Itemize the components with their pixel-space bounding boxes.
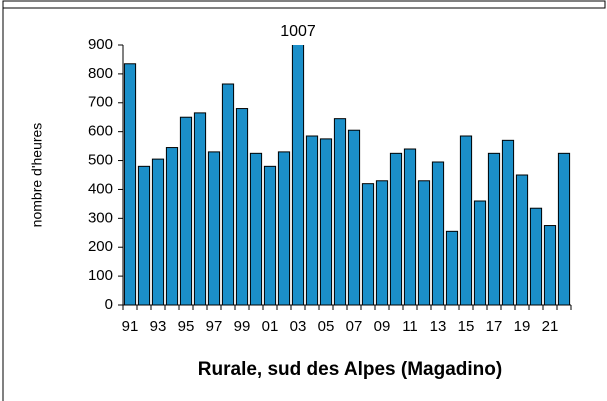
bar xyxy=(305,135,319,306)
bar xyxy=(207,151,221,306)
bar xyxy=(221,83,235,306)
bar xyxy=(529,207,543,306)
plot-area xyxy=(123,45,571,306)
bar xyxy=(179,116,193,306)
bar xyxy=(277,151,291,306)
x-tick-label: 21 xyxy=(542,318,559,335)
bar xyxy=(291,45,305,306)
bar xyxy=(347,129,361,306)
bar xyxy=(137,165,151,306)
y-tick-label: 100 xyxy=(88,267,113,284)
frame-top xyxy=(2,0,606,9)
x-tick-label: 13 xyxy=(430,318,447,335)
bar xyxy=(319,138,333,306)
x-tick-label: 17 xyxy=(486,318,503,335)
bar xyxy=(361,183,375,306)
bar xyxy=(333,118,347,306)
x-tick-label: 15 xyxy=(458,318,475,335)
bar xyxy=(375,180,389,306)
x-tick-label: 91 xyxy=(122,318,139,335)
y-tick-label: 0 xyxy=(105,296,113,313)
bar xyxy=(417,180,431,306)
bar xyxy=(543,225,557,306)
x-tick-label: 05 xyxy=(318,318,335,335)
y-tick-label: 800 xyxy=(88,65,113,82)
x-tick-label: 03 xyxy=(290,318,307,335)
bar xyxy=(431,161,445,306)
bar xyxy=(501,139,515,306)
bar xyxy=(515,174,529,306)
x-tick-label: 95 xyxy=(178,318,195,335)
bar xyxy=(151,158,165,306)
bar xyxy=(459,135,473,306)
bar xyxy=(123,63,137,306)
bar xyxy=(193,112,207,306)
x-tick-label: 99 xyxy=(234,318,251,335)
y-tick-label: 600 xyxy=(88,123,113,140)
bar xyxy=(487,152,501,306)
bar xyxy=(557,152,571,306)
bar xyxy=(165,147,179,306)
y-axis-label: nombre d'heures xyxy=(29,123,45,228)
x-tick-label: 97 xyxy=(206,318,223,335)
y-tick-label: 700 xyxy=(88,94,113,111)
y-tick-label: 200 xyxy=(88,238,113,255)
bar xyxy=(389,152,403,306)
bar xyxy=(249,152,263,306)
chart-title: Rurale, sud des Alpes (Magadino) xyxy=(198,359,502,380)
bar xyxy=(263,165,277,306)
bar xyxy=(473,200,487,306)
bar xyxy=(235,108,249,306)
x-tick-label: 01 xyxy=(262,318,279,335)
bar xyxy=(445,230,459,306)
y-tick-label: 500 xyxy=(88,152,113,169)
x-tick-label: 11 xyxy=(402,318,418,335)
x-tick-label: 19 xyxy=(514,318,531,335)
value-label: 1007 xyxy=(280,23,316,40)
x-tick-label: 07 xyxy=(346,318,363,335)
x-tick-label: 93 xyxy=(150,318,167,335)
bar xyxy=(403,148,417,306)
x-tick-label: 09 xyxy=(374,318,391,335)
y-tick-label: 900 xyxy=(88,36,113,53)
y-tick-label: 400 xyxy=(88,180,113,197)
y-tick-label: 300 xyxy=(88,209,113,226)
